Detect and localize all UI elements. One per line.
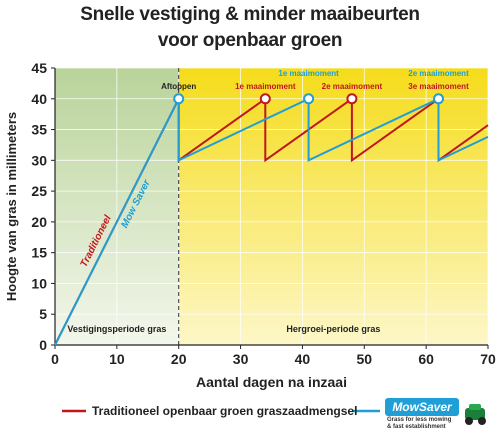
mowing-marker [173,93,185,105]
annotation-label: 1e maaimoment [278,69,339,78]
region-label-establishment: Vestigingsperiode gras [67,324,166,334]
chart-subtitle: voor openbaar groen [157,30,343,51]
y-tick-label: 40 [31,91,47,107]
x-tick-label: 20 [171,351,187,367]
y-tick-label: 5 [39,306,47,322]
x-tick-label: 10 [109,351,125,367]
series-line-mowsaver [54,97,489,346]
chart-title: Snelle vestiging & minder maaibeurten [80,4,420,25]
x-tick-label: 0 [51,351,59,367]
x-tick-label: 50 [356,351,372,367]
y-tick-label: 25 [31,183,47,199]
annotation-label: 2e maaimoment [322,82,383,91]
brand-name: MowSaver [385,398,459,416]
x-tick-label: 60 [418,351,434,367]
mowing-marker [303,93,315,105]
x-axis-label: Aantal dagen na inzaai [196,374,347,390]
mowing-marker [433,93,445,105]
annotation-label: 1e maaimoment [235,82,296,91]
mowing-marker [259,93,271,105]
mower-icon [463,402,489,426]
annotation-label: 3e maaimoment [408,82,469,91]
region-label-regrowth: Hergroei-periode gras [286,324,380,334]
legend-traditional-label: Traditioneel openbaar groen graszaadmeng… [92,404,358,418]
mowsaver-logo: MowSaver Grass for less mowing & fast es… [385,398,495,434]
annotation-label: Aftoppen [161,82,196,91]
annotation-label: 2e maaimoment [408,69,469,78]
x-tick-label: 30 [233,351,249,367]
y-tick-label: 45 [31,60,47,76]
brand-tagline-2: & fast establishment [387,424,446,430]
y-tick-label: 10 [31,275,47,291]
x-tick-label: 40 [295,351,311,367]
region-regrowth [178,68,488,345]
y-tick-label: 20 [31,214,47,230]
brand-tagline-1: Grass for less mowing [387,417,452,423]
y-axis-label: Hoogte van gras in millimeters [4,112,19,301]
x-tick-label: 70 [480,351,496,367]
y-tick-label: 0 [39,337,47,353]
mowing-marker [346,93,358,105]
y-tick-label: 35 [31,122,47,138]
y-tick-label: 30 [31,152,47,168]
y-tick-label: 15 [31,245,47,261]
